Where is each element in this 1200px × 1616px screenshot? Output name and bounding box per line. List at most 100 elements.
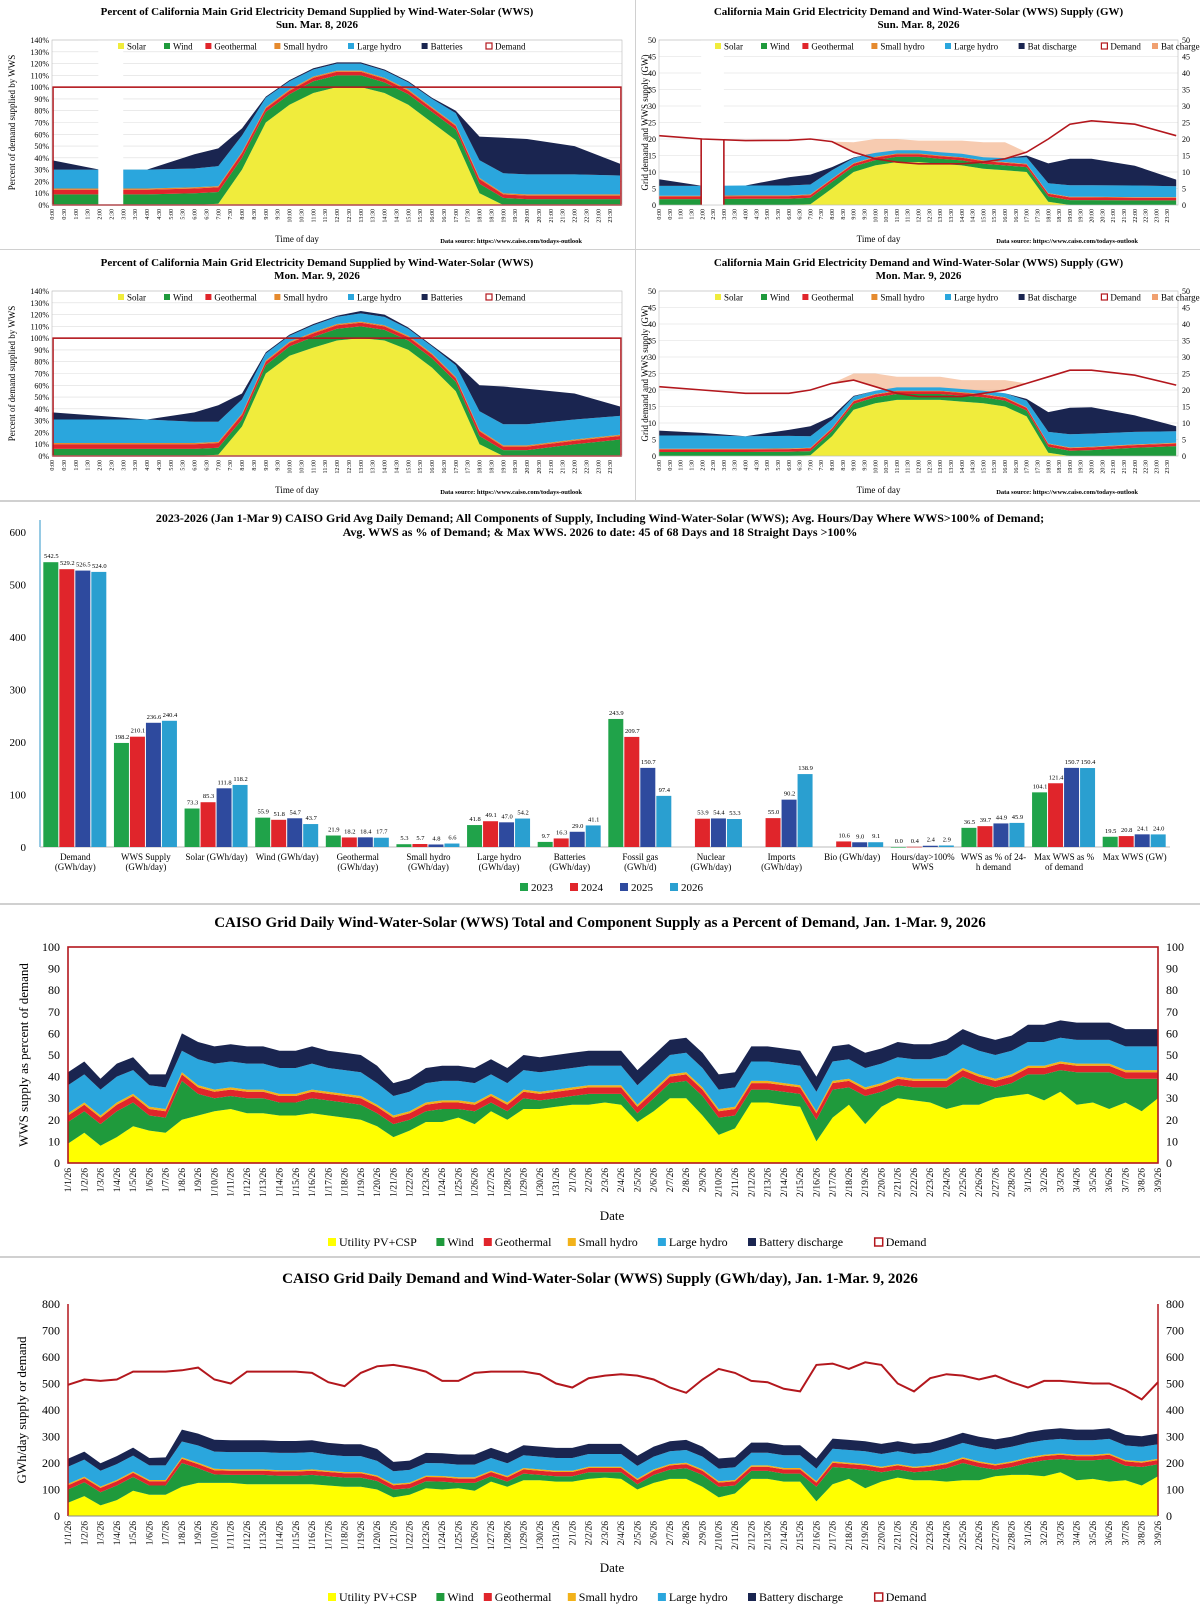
x-tick-label: 2/9/26 [698, 1521, 708, 1546]
y-tick-label-right: 10 [1182, 168, 1190, 177]
y-tick-label: 0 [652, 452, 656, 461]
bar-2024-13 [906, 846, 922, 848]
x-tick-label: 1/25/26 [454, 1168, 464, 1197]
x-tick-label: 3:00 [722, 460, 728, 471]
x-tick-label: 2/7/26 [666, 1521, 676, 1546]
legend-swatch-2026 [670, 883, 678, 891]
x-tick-label: 14:00 [960, 460, 966, 474]
bar-2026-1 [91, 571, 107, 847]
x-tick-label: 1:00 [74, 209, 80, 220]
legend-label-geothermal: Geothermal [495, 1235, 552, 1249]
legend-label-2024: 2024 [581, 882, 604, 894]
x-tick-label: 19:30 [1079, 460, 1085, 474]
y-tick-label-right: 0 [1182, 201, 1186, 210]
x-tick-label: 1/24/26 [438, 1521, 448, 1550]
x-axis-label: Date [600, 1208, 625, 1223]
x-tick-label: 3/5/26 [1089, 1168, 1099, 1193]
legend-swatch-utility-pv-csp [328, 1238, 336, 1246]
x-tick-label: 15:30 [418, 460, 424, 474]
y-tick-label: 130% [30, 48, 49, 57]
category-label: (GWh/day) [549, 862, 590, 872]
legend-swatch-bat-charge [1152, 43, 1158, 49]
x-tick-label: 1/5/26 [129, 1521, 139, 1546]
x-tick-label: 2/26/26 [975, 1521, 985, 1550]
bar-data-label: 0.4 [911, 838, 920, 845]
x-tick-label: 18:30 [489, 460, 495, 474]
x-tick-label: 1/7/26 [162, 1168, 172, 1193]
legend-swatch-wind [164, 43, 170, 49]
x-tick-label: 1:30 [86, 460, 92, 471]
bar-data-label: 9.7 [542, 833, 551, 840]
x-tick-label: 2:00 [98, 209, 104, 220]
legend-swatch-small-hydro [274, 294, 281, 300]
area-utility-pv-csp [68, 1472, 1158, 1516]
chart-title: CAISO Grid Daily Demand and Wind-Water-S… [282, 1271, 918, 1287]
x-tick-label: 2:00 [700, 460, 706, 471]
y-axis-label: Percent of demand supplied by WWS [7, 306, 17, 442]
x-tick-label: 2:00 [700, 209, 706, 220]
legend-label-wind: Wind [447, 1235, 473, 1249]
plot-border [658, 39, 1179, 206]
y-tick-label-right: 20 [1182, 135, 1190, 144]
x-tick-label: 7:30 [228, 460, 234, 471]
x-tick-label: 1/29/26 [520, 1521, 530, 1550]
panel-gw-mar8: California Main Grid Electricity Demand … [637, 0, 1200, 249]
y-tick-label: 400 [10, 632, 27, 644]
category-label: WWS as % of 24- [961, 852, 1026, 862]
legend-swatch-large-hydro [348, 294, 354, 300]
legend-swatch-demand [485, 42, 493, 50]
legend-swatch-large-hydro [348, 43, 354, 49]
x-tick-label: 2/10/26 [715, 1168, 725, 1197]
category-label: Bio (GWh/day) [824, 852, 880, 862]
x-tick-label: 5:30 [776, 209, 782, 220]
y-tick-label: 10 [648, 419, 656, 428]
x-tick-label: 3:30 [733, 209, 739, 220]
x-tick-label: 1/4/26 [113, 1521, 123, 1546]
bar-2024-14 [977, 826, 993, 847]
y-tick-label: 100% [30, 334, 49, 343]
chart-gw-mar9: California Main Grid Electricity Demand … [640, 257, 1200, 496]
bar-data-label: 4.8 [432, 835, 440, 842]
y-tick-label: 400 [42, 1403, 60, 1417]
y-tick-label: 60 [48, 1026, 60, 1040]
area-large-hydro [68, 1037, 1158, 1116]
bar-data-label: 29.0 [572, 823, 583, 830]
panel-pct-mar9: Percent of California Main Grid Electric… [0, 251, 634, 500]
category-label: Max WWS (GW) [1103, 852, 1167, 862]
legend-swatch-large-hydro [945, 294, 951, 300]
area-batteries [52, 62, 620, 176]
area-batteries [52, 311, 620, 425]
y-tick-label: 20% [34, 177, 49, 186]
y-tick-label: 40% [34, 405, 49, 414]
bar-data-label: 529.2 [60, 560, 75, 567]
bar-2025-4 [287, 818, 303, 847]
x-tick-label: 22:00 [1133, 460, 1139, 474]
category-label: (GWh/day) [690, 862, 731, 872]
bar-2026-11 [797, 774, 813, 847]
bar-2026-15 [1080, 768, 1096, 847]
area-bat-discharge [659, 387, 1177, 437]
y-tick-label: 10 [48, 1134, 60, 1148]
legend-label-small-hydro: Small hydro [579, 1235, 638, 1249]
bar-2023-6 [396, 844, 412, 847]
x-tick-label: 21:00 [549, 209, 555, 223]
x-tick-label: 3/3/26 [1056, 1168, 1066, 1193]
y-tick-label: 90 [48, 962, 60, 976]
y-tick-label: 35 [648, 337, 656, 346]
bar-2023-5 [325, 835, 341, 847]
x-tick-label: 1/1/26 [64, 1521, 74, 1546]
legend-label-demand: Demand [886, 1590, 927, 1604]
x-tick-label: 23:30 [1165, 460, 1171, 474]
x-tick-label: 12:00 [917, 209, 923, 223]
x-tick-label: 16:30 [1014, 460, 1020, 474]
x-tick-label: 1:00 [679, 460, 685, 471]
x-tick-label: 3/4/26 [1073, 1521, 1083, 1546]
legend-label-demand: Demand [886, 1235, 927, 1249]
bar-2024-1 [59, 569, 75, 847]
y-tick-label: 80% [34, 107, 49, 116]
x-tick-label: 18:00 [478, 209, 484, 223]
area-large-hydro [52, 313, 620, 446]
plot-border [51, 39, 623, 206]
legend-label-small-hydro: Small hydro [579, 1590, 638, 1604]
plot-area [658, 290, 1179, 457]
